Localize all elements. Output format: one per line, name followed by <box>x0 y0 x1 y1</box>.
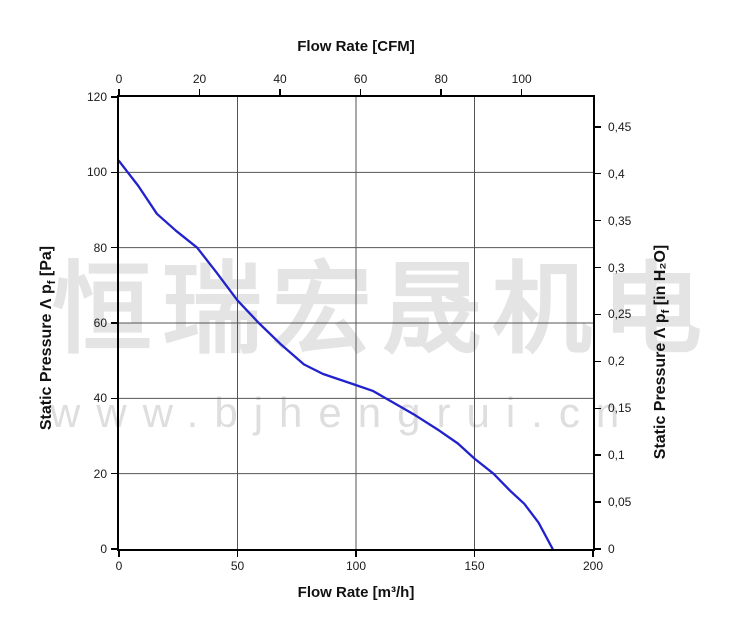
right-axis-tick-label: 0,4 <box>608 166 625 181</box>
top-axis-title: Flow Rate [CFM] <box>297 38 415 55</box>
right-axis-title: Static Pressure Λ pf [in H₂O] <box>652 244 673 460</box>
right-axis-tick-label: 0,3 <box>608 260 625 275</box>
bottom-axis-tick-label: 50 <box>230 559 245 573</box>
top-axis-tick-label: 100 <box>511 72 532 86</box>
bottom-axis-tick <box>236 551 239 557</box>
left-axis-tick-label: 20 <box>93 466 107 481</box>
right-axis-tick <box>595 360 601 363</box>
right-axis-tick <box>595 313 601 316</box>
left-axis-tick-label: 0 <box>100 542 107 556</box>
right-axis-tick <box>595 126 601 128</box>
right-axis-title-subscript: f <box>660 309 673 314</box>
left-axis-tick-label: 120 <box>86 90 107 104</box>
bottom-axis-tick-label: 0 <box>115 559 123 573</box>
right-axis-tick <box>595 548 601 550</box>
bottom-axis-tick <box>473 551 476 557</box>
top-axis-tick <box>279 89 281 95</box>
right-axis-tick-label: 0,25 <box>608 307 632 322</box>
left-axis-tick-label: 100 <box>86 165 107 180</box>
top-axis-tick <box>440 89 442 95</box>
top-axis-tick-label: 0 <box>115 72 123 86</box>
left-axis-tick <box>111 246 117 249</box>
right-axis-title-prefix: Static Pressure Λ p <box>652 313 669 460</box>
left-axis-tick <box>111 322 117 324</box>
top-axis-tick <box>198 89 201 95</box>
left-axis-title-subscript: f <box>46 280 59 285</box>
left-axis-tick-label: 60 <box>93 316 107 330</box>
left-axis-tick-label: 80 <box>93 240 107 255</box>
right-axis-tick <box>595 454 601 456</box>
right-axis-tick <box>595 501 601 503</box>
right-axis-tick <box>595 172 601 175</box>
right-axis-tick-label: 0,1 <box>608 448 625 463</box>
right-axis-tick <box>595 407 601 409</box>
left-axis-tick <box>111 472 117 475</box>
bottom-axis-title: Flow Rate [m³/h] <box>297 584 415 601</box>
right-axis-tick-label: 0,2 <box>608 354 625 369</box>
right-axis-title-suffix: [in H₂O] <box>652 244 669 310</box>
left-axis-tick <box>111 397 117 400</box>
left-axis-title-suffix: [Pa] <box>38 245 55 281</box>
right-axis-tick <box>595 266 601 269</box>
plot-frame <box>117 95 595 551</box>
top-axis-tick <box>520 89 523 95</box>
right-axis-tick-label: 0 <box>608 542 615 556</box>
bottom-axis-tick <box>355 551 357 557</box>
bottom-axis-tick-label: 100 <box>345 559 367 573</box>
top-axis-tick-label: 80 <box>434 72 448 86</box>
left-axis-title: Static Pressure Λ pf [Pa] <box>38 245 59 431</box>
right-axis-tick-label: 0,05 <box>608 495 632 510</box>
right-axis-tick-label: 0,35 <box>608 213 632 228</box>
bottom-axis-tick <box>592 551 594 557</box>
left-axis-tick <box>111 548 117 550</box>
top-axis-tick <box>118 89 120 95</box>
bottom-axis-tick <box>118 551 120 557</box>
right-axis-tick <box>595 219 601 222</box>
right-axis-tick-label: 0,45 <box>608 119 632 134</box>
left-axis-tick <box>111 96 117 98</box>
left-axis-tick-label: 40 <box>93 391 107 406</box>
left-axis-title-prefix: Static Pressure Λ p <box>38 284 55 431</box>
top-axis-tick-label: 20 <box>192 72 207 86</box>
top-axis-tick <box>359 89 362 95</box>
pressure-flow-curve <box>119 159 554 549</box>
top-axis-tick-label: 60 <box>353 72 368 86</box>
bottom-axis-tick-label: 200 <box>582 559 604 573</box>
top-axis-tick-label: 40 <box>273 72 287 86</box>
bottom-axis-tick-label: 150 <box>464 559 485 573</box>
left-axis-tick <box>111 171 117 174</box>
fan-curve-plot <box>119 97 593 549</box>
right-axis-tick-label: 0,15 <box>608 401 632 416</box>
